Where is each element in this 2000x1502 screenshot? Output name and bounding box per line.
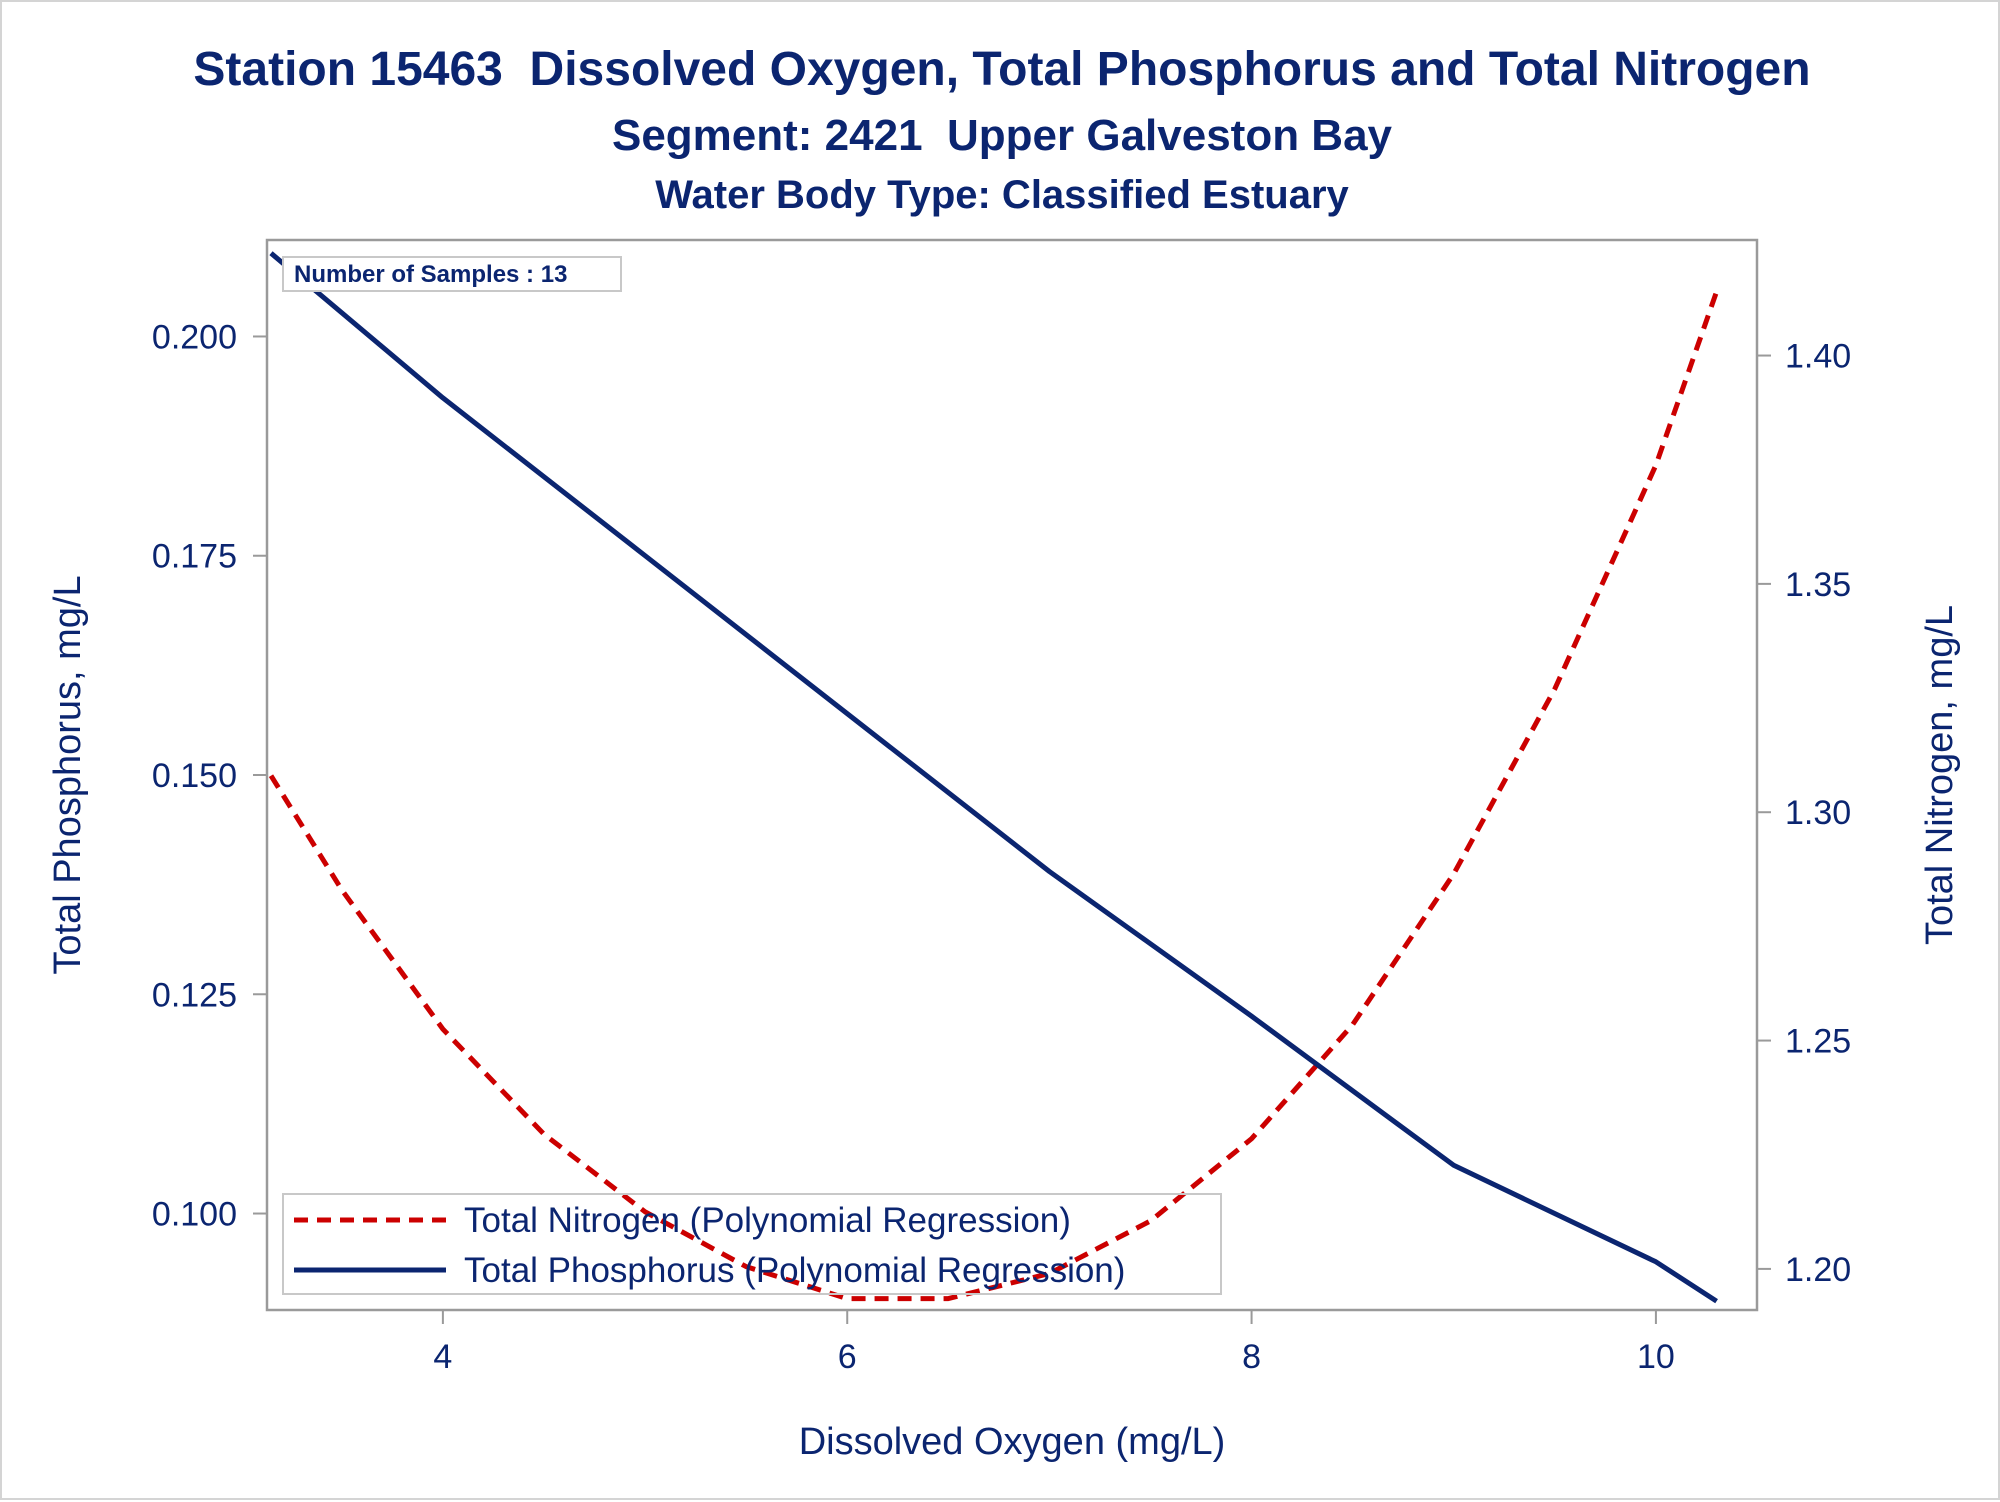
y-right-tick-label: 1.25 — [1785, 1023, 1851, 1061]
y-left-tick-label: 0.200 — [152, 318, 237, 356]
chart-title: Station 15463 Dissolved Oxygen, Total Ph… — [193, 43, 1810, 96]
y-left-tick-label: 0.150 — [152, 757, 237, 795]
y-right-tick-label: 1.20 — [1785, 1251, 1851, 1289]
x-axis: 4 6 8 10 — [433, 1310, 1675, 1376]
chart-subtitle: Segment: 2421 Upper Galveston Bay — [612, 111, 1393, 160]
series-layer — [268, 251, 1719, 1304]
x-axis-label: Dissolved Oxygen (mg/L) — [799, 1421, 1226, 1463]
series-line-phosphorus — [269, 251, 1718, 1304]
sample-count-text: Number of Samples : 13 — [294, 261, 567, 288]
x-tick-label: 10 — [1637, 1338, 1675, 1376]
y-axis-left: 0.100 0.125 0.150 0.175 0.200 — [152, 318, 267, 1234]
y-right-tick-label: 1.40 — [1785, 338, 1851, 376]
x-tick-label: 8 — [1242, 1338, 1261, 1376]
legend-label-nitrogen: Total Nitrogen (Polynomial Regression) — [464, 1201, 1071, 1240]
y-right-tick-label: 1.30 — [1785, 794, 1851, 832]
x-tick-label: 4 — [433, 1338, 452, 1376]
y-left-tick-label: 0.175 — [152, 538, 237, 576]
y-axis-right-label: Total Nitrogen, mg/L — [1919, 605, 1961, 945]
sample-count-box — [282, 256, 622, 292]
y-left-tick-label: 0.125 — [152, 976, 237, 1014]
legend-box — [282, 1193, 1222, 1295]
y-axis-left-label: Total Phosphorus, mg/L — [47, 575, 89, 974]
plot-area — [265, 238, 1759, 1312]
x-tick-label: 6 — [838, 1338, 857, 1376]
legend-label-phosphorus: Total Phosphorus (Polynomial Regression) — [464, 1251, 1125, 1290]
chart-subtitle-2: Water Body Type: Classified Estuary — [655, 173, 1349, 217]
y-axis-right: 1.20 1.25 1.30 1.35 1.40 — [1757, 338, 1851, 1289]
y-right-tick-label: 1.35 — [1785, 566, 1851, 604]
y-left-tick-label: 0.100 — [152, 1196, 237, 1234]
series-line-nitrogen — [268, 290, 1719, 1302]
